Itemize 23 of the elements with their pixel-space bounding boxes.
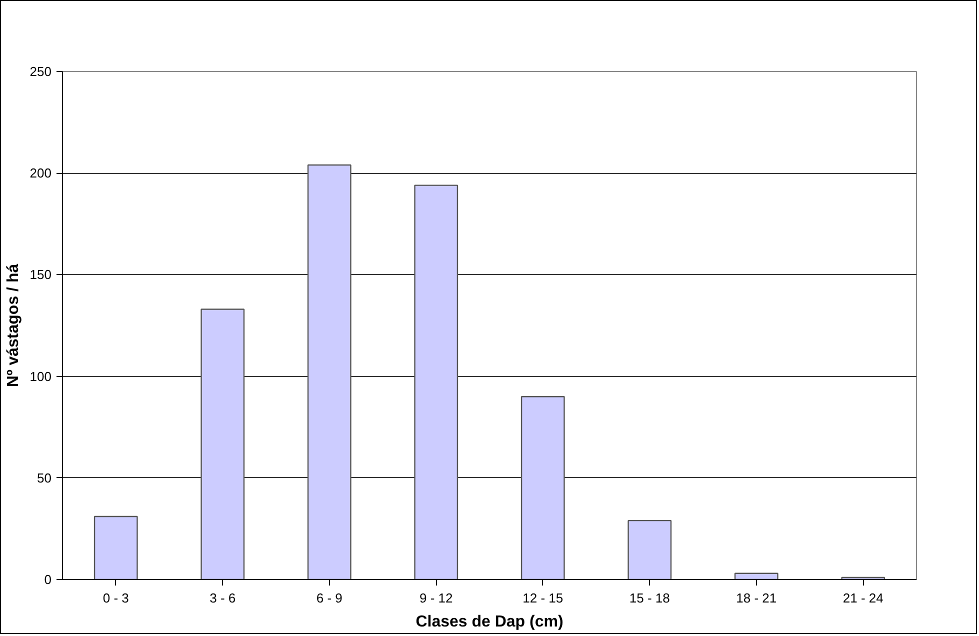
bar (734, 572, 778, 580)
bar (200, 308, 245, 580)
x-tick-label: 18 - 21 (736, 590, 777, 606)
y-tick-label: 100 (30, 368, 52, 384)
x-tick-label: 0 - 3 (102, 590, 129, 606)
y-axis-title: Nº vástagos / há (4, 264, 22, 388)
y-tick-label: 200 (30, 166, 52, 181)
y-tick-label: 0 (44, 572, 52, 587)
bar (307, 164, 352, 580)
y-tick-label: 50 (37, 470, 52, 486)
y-tick-label: 250 (30, 64, 52, 79)
bar (414, 184, 458, 580)
x-tick-label: 9 - 12 (420, 590, 453, 606)
bar (628, 520, 672, 580)
x-tick-label: 12 - 15 (522, 590, 564, 606)
x-tick-label: 21 - 24 (842, 590, 884, 606)
y-tick-label: 150 (30, 267, 52, 282)
x-tick-label: 3 - 6 (210, 590, 236, 606)
bar (94, 516, 138, 580)
x-tick-label: 15 - 18 (629, 590, 670, 606)
x-tick-label: 6 - 9 (316, 590, 342, 606)
bar (520, 396, 565, 580)
x-axis-title: Clases de Dap (cm) (416, 614, 564, 630)
